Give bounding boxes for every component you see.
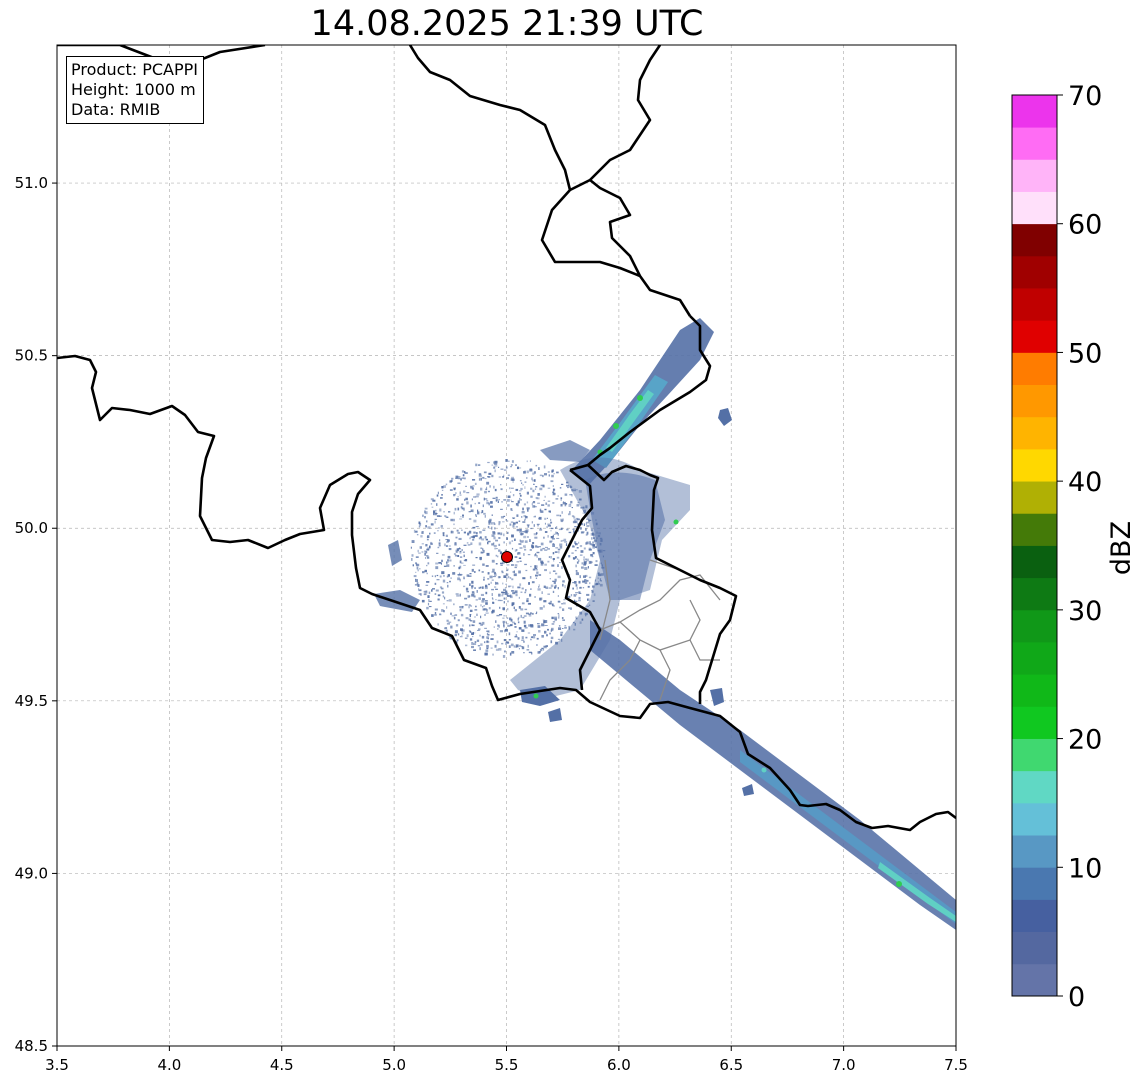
colorbar-segment — [1012, 609, 1057, 643]
x-tick-label: 7.5 — [944, 1056, 968, 1074]
x-tick-label: 4.0 — [157, 1056, 181, 1074]
colorbar-segment — [1012, 802, 1057, 836]
x-tick-label: 3.5 — [45, 1056, 69, 1074]
x-tick-label: 4.5 — [270, 1056, 294, 1074]
y-tick-label: 49.5 — [15, 692, 48, 710]
colorbar-tick-label: 50 — [1068, 338, 1102, 369]
colorbar-label: dBZ — [1106, 521, 1137, 575]
colorbar-segment — [1012, 770, 1057, 804]
colorbar-tick-label: 70 — [1068, 81, 1102, 112]
colorbar-segment — [1012, 191, 1057, 225]
colorbar-segment — [1012, 448, 1057, 482]
colorbar-segment — [1012, 642, 1057, 675]
internal-boundaries — [599, 559, 721, 701]
colorbar-segment — [1012, 481, 1057, 514]
x-tick-label: 5.0 — [382, 1056, 406, 1074]
product-line: Product: PCAPPI — [71, 60, 199, 79]
x-tick-label: 5.5 — [495, 1056, 519, 1074]
colorbar-segment — [1012, 352, 1057, 386]
y-tick-label: 50.0 — [15, 519, 48, 537]
colorbar-ticks: 0 10 20 30 40 50 60 70 — [1057, 81, 1102, 1013]
colorbar-segment — [1012, 867, 1057, 900]
x-tick-label: 7.0 — [832, 1056, 856, 1074]
radar-site-marker — [501, 551, 513, 563]
colorbar-segment — [1012, 384, 1057, 418]
x-tick-label: 6.0 — [607, 1056, 631, 1074]
colorbar-segment — [1012, 899, 1057, 933]
colorbar-tick-label: 40 — [1068, 467, 1102, 498]
y-tick-label: 49.0 — [15, 864, 48, 882]
colorbar-segment — [1012, 674, 1057, 707]
colorbar-segment — [1012, 223, 1057, 257]
colorbar-frame — [1011, 94, 1058, 997]
colorbar-segment — [1012, 577, 1057, 611]
colorbar-segment — [1012, 835, 1057, 868]
colorbar-segment — [1012, 706, 1057, 739]
colorbar-tick-label: 10 — [1068, 853, 1102, 884]
colorbar-tick-label: 0 — [1068, 982, 1085, 1013]
colorbar-segment — [1012, 513, 1057, 546]
colorbar-segment — [1012, 545, 1057, 579]
colorbar-segment — [1012, 416, 1057, 450]
y-tick-label: 50.5 — [15, 347, 48, 365]
radar-echoes — [374, 318, 956, 930]
colorbar — [1012, 95, 1057, 997]
product-info-box: Product: PCAPPI Height: 1000 m Data: RMI… — [66, 56, 205, 124]
y-axis: 48.5 49.0 49.5 50.0 50.5 51.0 — [15, 174, 57, 1055]
colorbar-segment — [1012, 95, 1057, 128]
colorbar-segment — [1012, 738, 1057, 772]
country-borders — [57, 45, 956, 832]
colorbar-segment — [1012, 288, 1057, 321]
height-line: Height: 1000 m — [71, 80, 196, 99]
colorbar-tick-label: 60 — [1068, 210, 1102, 241]
colorbar-segment — [1012, 127, 1057, 160]
data-line: Data: RMIB — [71, 100, 161, 119]
x-tick-label: 6.5 — [719, 1056, 743, 1074]
colorbar-tick-label: 30 — [1068, 596, 1102, 627]
colorbar-segment — [1012, 255, 1057, 289]
y-tick-label: 51.0 — [15, 174, 48, 192]
y-tick-label: 48.5 — [15, 1037, 48, 1055]
colorbar-segment — [1012, 159, 1057, 192]
colorbar-segment — [1012, 320, 1057, 353]
colorbar-segment — [1012, 963, 1057, 997]
colorbar-tick-label: 20 — [1068, 725, 1102, 756]
map-title: 14.08.2025 21:39 UTC — [310, 4, 704, 44]
x-axis: 3.5 4.0 4.5 5.0 5.5 6.0 6.5 7.0 7.5 — [45, 1046, 968, 1074]
colorbar-segment — [1012, 931, 1057, 965]
